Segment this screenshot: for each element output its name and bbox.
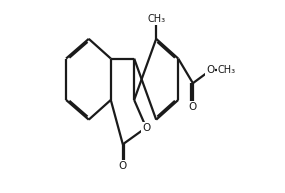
Text: CH₃: CH₃ xyxy=(217,65,235,75)
Text: CH₃: CH₃ xyxy=(147,14,165,24)
Text: O: O xyxy=(206,65,214,75)
Text: O: O xyxy=(142,123,150,133)
Text: O: O xyxy=(189,102,197,112)
Text: O: O xyxy=(119,161,127,171)
